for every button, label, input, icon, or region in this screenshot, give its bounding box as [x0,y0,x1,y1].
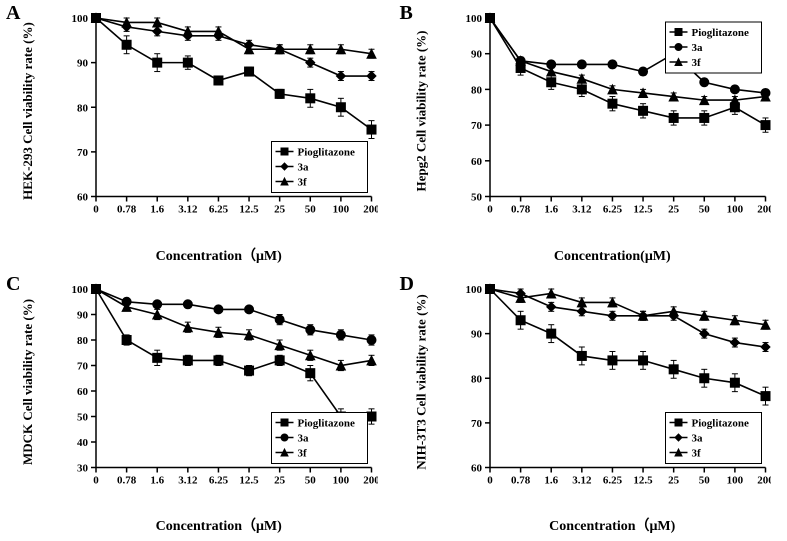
svg-text:1.6: 1.6 [544,474,558,486]
svg-text:80: 80 [471,373,483,385]
x-axis-label: Concentration（μM) [60,245,378,265]
chart-area: 60 70 80 90 100 0 0.78 1.6 3.12 6.25 12.5 25 50 100 20… [454,283,772,494]
svg-text:60: 60 [77,386,89,398]
svg-text:Pioglitazone: Pioglitazone [691,417,749,429]
y-axis-label: MDCK Cell viability rate (%) [8,271,48,494]
svg-text:Pioglitazone: Pioglitazone [691,27,749,39]
svg-text:70: 70 [471,417,483,429]
svg-text:70: 70 [471,120,483,132]
svg-text:60: 60 [471,462,483,474]
svg-text:0.78: 0.78 [510,474,530,486]
svg-text:100: 100 [465,13,482,25]
svg-text:100: 100 [465,284,482,296]
svg-text:3a: 3a [298,162,310,174]
svg-text:Pioglitazone: Pioglitazone [298,147,356,159]
svg-text:200: 200 [757,204,771,216]
svg-text:30: 30 [77,462,89,474]
svg-text:0: 0 [93,204,99,216]
svg-text:3.12: 3.12 [572,204,592,216]
svg-text:0: 0 [93,474,99,486]
svg-text:200: 200 [757,474,771,486]
x-axis-label: Concentration（μM) [454,515,772,535]
svg-text:1.6: 1.6 [150,204,164,216]
svg-text:90: 90 [471,49,483,61]
chart-svg: 30 40 50 60 70 80 90 100 0 0.78 1.6 3.12 6.25 12.5 25 5… [60,283,378,494]
svg-text:3f: 3f [298,177,308,189]
chart-svg: 60 70 80 90 100 0 0.78 1.6 3.12 6.25 12.5 25 50 100 20… [454,283,772,494]
chart-area: 60 70 80 90 100 0 0.78 1.6 3.12 6.25 12.5 25 50 100 20… [60,12,378,223]
svg-text:40: 40 [77,437,89,449]
svg-text:3.12: 3.12 [572,474,592,486]
y-axis-label: NIH-3T3 Cell viability rate (%) [402,271,442,494]
svg-text:12.5: 12.5 [633,204,653,216]
svg-text:12.5: 12.5 [239,204,259,216]
svg-text:80: 80 [77,335,89,347]
svg-text:50: 50 [77,411,89,423]
svg-text:3a: 3a [298,432,310,444]
svg-text:12.5: 12.5 [633,474,653,486]
svg-text:0.78: 0.78 [510,204,530,216]
svg-text:3a: 3a [691,42,703,54]
svg-text:25: 25 [274,474,286,486]
svg-text:80: 80 [77,102,89,114]
svg-text:200: 200 [363,474,377,486]
svg-text:100: 100 [333,204,350,216]
svg-text:0.78: 0.78 [117,204,137,216]
svg-text:6.25: 6.25 [602,204,622,216]
svg-text:90: 90 [471,328,483,340]
svg-text:25: 25 [274,204,286,216]
svg-text:25: 25 [668,474,680,486]
svg-text:6.25: 6.25 [602,474,622,486]
panel-c: C MDCK Cell viability rate (%) 304050607… [0,271,394,541]
chart-area: 30 40 50 60 70 80 90 100 0 0.78 1.6 3.12 6.25 12.5 25 5… [60,283,378,494]
svg-text:200: 200 [363,204,377,216]
y-axis-label: Hepg2 Cell viability rate (%) [402,0,442,223]
panel-b: B Hepg2 Cell viability rate (%) 50607080… [394,0,787,271]
svg-text:100: 100 [333,474,350,486]
svg-text:80: 80 [471,84,483,96]
svg-text:12.5: 12.5 [239,474,259,486]
svg-text:3f: 3f [298,447,308,459]
svg-text:0.78: 0.78 [117,474,137,486]
y-axis-label: HEK-293 Cell viability rate (%) [8,0,48,223]
svg-text:60: 60 [471,156,483,168]
svg-text:3a: 3a [691,432,703,444]
svg-text:3.12: 3.12 [178,474,198,486]
svg-text:60: 60 [77,192,89,204]
svg-text:50: 50 [471,192,483,204]
x-axis-label: Concentration（μM) [60,515,378,535]
svg-text:3f: 3f [691,447,701,459]
chart-svg: 60 70 80 90 100 0 0.78 1.6 3.12 6.25 12.5 25 50 100 20… [60,12,378,223]
svg-text:50: 50 [305,474,317,486]
x-axis-label: Concentration(μM) [454,249,772,265]
svg-text:100: 100 [726,474,743,486]
svg-text:3.12: 3.12 [178,204,198,216]
svg-text:3f: 3f [691,57,701,69]
svg-text:70: 70 [77,360,89,372]
chart-svg: 50 60 70 80 90 100 0 0.78 1.6 3.12 6.25 12.5 25 50 100… [454,12,772,223]
svg-text:1.6: 1.6 [544,204,558,216]
panel-a: A HEK-293 Cell viability rate (%) 607080… [0,0,394,271]
svg-text:Pioglitazone: Pioglitazone [298,417,356,429]
svg-text:50: 50 [305,204,317,216]
svg-text:70: 70 [77,147,89,159]
svg-text:25: 25 [668,204,680,216]
svg-text:90: 90 [77,309,89,321]
svg-text:0: 0 [487,474,493,486]
svg-text:100: 100 [72,13,89,25]
panel-d: D NIH-3T3 Cell viability rate (%) 607080… [394,271,787,541]
svg-text:50: 50 [698,474,710,486]
svg-text:6.25: 6.25 [209,474,229,486]
svg-text:6.25: 6.25 [209,204,229,216]
svg-text:100: 100 [726,204,743,216]
svg-text:100: 100 [72,284,89,296]
svg-text:90: 90 [77,58,89,70]
svg-text:0: 0 [487,204,493,216]
figure-grid: A HEK-293 Cell viability rate (%) 607080… [0,0,787,541]
svg-text:50: 50 [698,204,710,216]
svg-text:1.6: 1.6 [150,474,164,486]
chart-area: 50 60 70 80 90 100 0 0.78 1.6 3.12 6.25 12.5 25 50 100… [454,12,772,223]
